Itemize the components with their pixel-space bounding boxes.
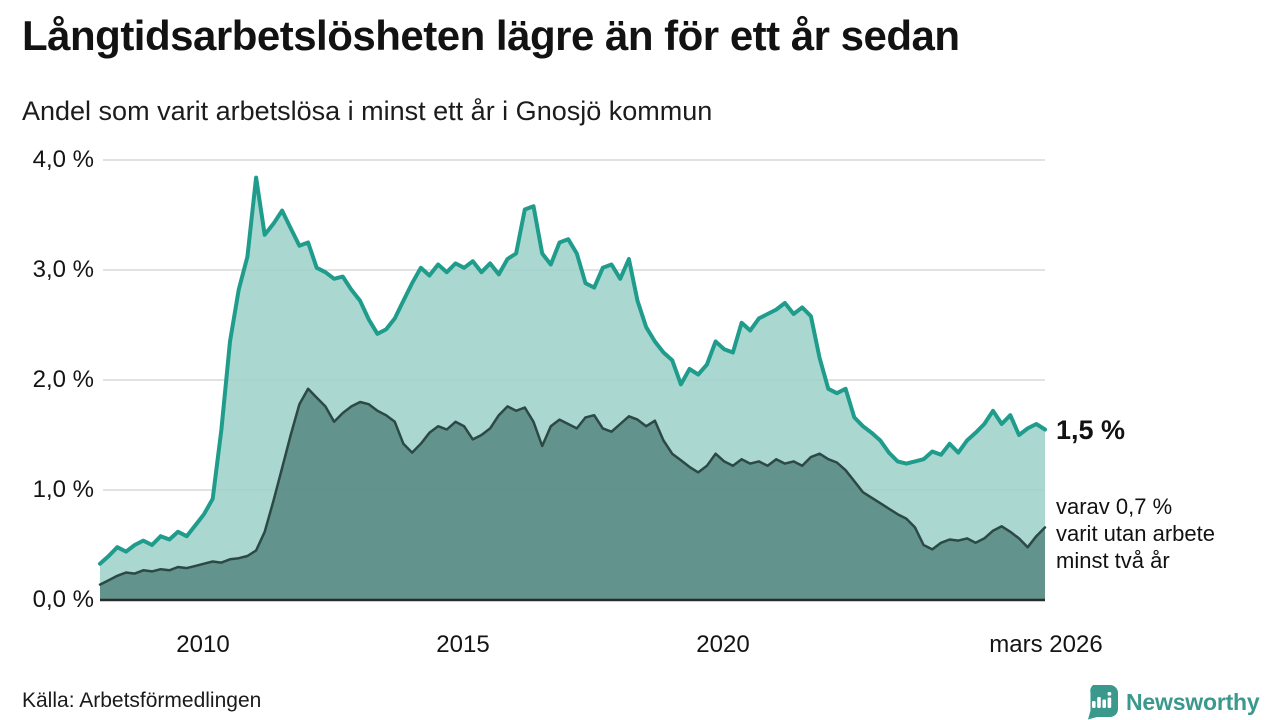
newsworthy-logo-text: Newsworthy (1126, 688, 1260, 715)
newsworthy-logo-icon (1088, 685, 1118, 720)
y-axis-tick-label: 0,0 % (32, 586, 94, 613)
annotation-line: varav 0,7 % (1056, 494, 1173, 519)
x-axis-tick-label: 2010 (176, 631, 230, 658)
annotation-line: minst två år (1056, 548, 1170, 573)
x-axis-tick-label: 2020 (696, 631, 750, 658)
y-axis-tick-label: 4,0 % (32, 146, 94, 173)
newsworthy-logo: Newsworthy (1083, 684, 1260, 720)
y-axis-tick-label: 3,0 % (32, 256, 94, 283)
source-note: Källa: Arbetsförmedlingen (22, 689, 262, 712)
y-axis-tick-label: 1,0 % (32, 476, 94, 503)
annotation-line: varit utan arbete (1056, 521, 1215, 546)
y-axis-tick-label: 2,0 % (32, 366, 94, 393)
series-end-value-label: 1,5 % (1056, 415, 1126, 445)
x-axis-tick-label: 2015 (436, 631, 490, 658)
chart-subtitle: Andel som varit arbetslösa i minst ett å… (22, 96, 713, 126)
x-axis-tick-label: mars 2026 (989, 631, 1103, 658)
page-title: Långtidsarbetslösheten lägre än för ett … (22, 12, 960, 59)
series-secondary-annotation: varav 0,7 % varit utan arbete minst två … (1056, 493, 1215, 574)
